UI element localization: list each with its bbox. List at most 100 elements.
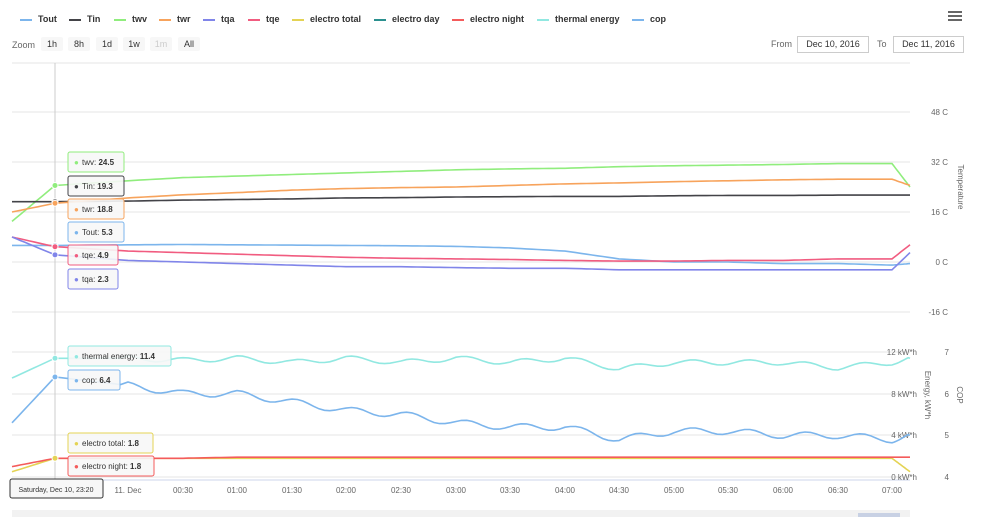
tooltip-box (67, 432, 154, 454)
tooltip-value: 24.5 (98, 158, 114, 167)
tooltip-value: 5.3 (102, 228, 114, 237)
tooltip-twr: ● twr: 18.8 (67, 198, 125, 220)
tooltip-tqe: ● tqe: 4.9 (67, 244, 119, 266)
chart-legend: Tout Tin twv twr tqa tqe electro total electro … (0, 0, 940, 38)
tooltip-value: 1.8 (130, 462, 142, 471)
legend-item-cop[interactable]: cop (632, 14, 666, 24)
series-line-Tout (12, 243, 911, 266)
legend-label: Tout (38, 14, 57, 24)
tooltip-thermal-energy: ● thermal energy: 11.4 (67, 345, 172, 367)
tooltip-bullet: ● (74, 439, 79, 448)
zoom-button-1d[interactable]: 1d (96, 37, 118, 51)
legend-swatch (114, 18, 126, 21)
tooltip-Tout: ● Tout: 5.3 (67, 221, 125, 243)
tooltip-label: electro night: 1.8 (82, 462, 142, 471)
to-date-input[interactable]: Dec 11, 2016 (893, 36, 964, 53)
tooltip-label: twr: 18.8 (82, 205, 113, 214)
tooltip-label: Tout: 5.3 (82, 228, 113, 237)
legend-item-Tout[interactable]: Tout (20, 14, 57, 24)
legend-item-twr[interactable]: twr (159, 14, 191, 24)
legend-item-thermal-energy[interactable]: thermal energy (537, 14, 620, 24)
series-line-thermal-energy (11, 354, 911, 379)
x-tick-label: 04:00 (555, 486, 576, 495)
tooltip-box (67, 198, 125, 220)
crosshair-marker-tqe (51, 243, 59, 251)
legend-swatch (159, 18, 171, 21)
tooltip-value: 18.8 (97, 205, 113, 214)
to-label: To (877, 39, 887, 49)
legend-item-electro-total[interactable]: electro total (292, 14, 361, 24)
crosshair-marker-twv (51, 181, 59, 189)
legend-label: electro total (310, 14, 362, 24)
tooltip-bullet: ● (74, 205, 79, 214)
tooltip-label: electro total: 1.8 (82, 439, 139, 448)
tooltip-Tin: ● Tin: 19.3 (67, 175, 125, 197)
legend-item-tqa[interactable]: tqa (203, 14, 235, 24)
zoom-label: Zoom (12, 40, 36, 50)
zoom-button-8h[interactable]: 8h (68, 37, 90, 51)
y2-axis-title: COP (955, 386, 964, 403)
zoom-button-1m[interactable]: 1m (150, 37, 172, 51)
tooltip-value: 4.9 (98, 251, 110, 260)
x-tick-label: 05:30 (718, 486, 739, 495)
tooltip-bullet: ● (74, 251, 79, 260)
hamburger-menu-icon[interactable] (948, 11, 962, 23)
legend-swatch (248, 18, 260, 21)
legend-item-electro-day[interactable]: electro day (374, 14, 440, 24)
tooltip-bullet: ● (74, 376, 79, 385)
legend-label: Tin (87, 14, 101, 24)
tooltip-label: thermal energy: 11.4 (82, 352, 155, 361)
x-tick-label: 02:00 (336, 486, 357, 495)
x-tick-label: 06:30 (828, 486, 849, 495)
y-tick-label: 0 C (936, 258, 949, 267)
tooltip-value: 6.4 (99, 376, 111, 385)
legend-item-tqe[interactable]: tqe (248, 14, 280, 24)
tooltip-box (67, 151, 125, 173)
x-tick-label: 01:00 (227, 486, 248, 495)
y2-tick-label: 4 (945, 473, 950, 482)
tooltip-cop: ● cop: 6.4 (67, 369, 121, 391)
tooltip-bullet: ● (74, 352, 79, 361)
legend-swatch (292, 18, 304, 21)
series-line-twr (11, 178, 911, 213)
x-tick-label: 03:30 (500, 486, 521, 495)
legend-item-electro-night[interactable]: electro night (452, 14, 524, 24)
legend-label: cop (650, 14, 667, 24)
x-tick-label: 03:00 (446, 486, 467, 495)
y-tick-label: 48 C (931, 108, 948, 117)
legend-item-Tin[interactable]: Tin (69, 14, 100, 24)
series-line-Tin (12, 194, 910, 203)
zoom-button-1w[interactable]: 1w (123, 37, 145, 51)
tooltip-box (67, 268, 119, 290)
tooltip-label: tqe: 4.9 (82, 251, 109, 260)
tooltip-box (67, 345, 172, 367)
tooltip-label: twv: 24.5 (82, 158, 115, 167)
y-axis-title: Energy, kW*h (923, 371, 932, 419)
tooltip-box (67, 175, 125, 197)
y-tick-label: 16 C (931, 208, 948, 217)
navigator-handle (858, 513, 900, 517)
zoom-button-All[interactable]: All (178, 37, 200, 51)
y-tick-label: 0 kW*h (891, 473, 917, 482)
crosshair-marker-tqa (51, 251, 59, 259)
tooltip-box (67, 244, 119, 266)
crosshair-marker-thermal-energy (51, 354, 59, 362)
legend-swatch (632, 18, 644, 21)
x-tick-label: 04:30 (609, 486, 630, 495)
x-tick-label: 06:00 (773, 486, 794, 495)
tooltip-bullet: ● (74, 462, 79, 471)
zoom-button-1h[interactable]: 1h (41, 37, 63, 51)
series-line-tqa (11, 236, 911, 271)
legend-label: thermal energy (555, 14, 620, 24)
legend-item-twv[interactable]: twv (114, 14, 147, 24)
from-label: From (771, 39, 792, 49)
series-line-twv (11, 162, 911, 223)
tooltip-electro-total: ● electro total: 1.8 (67, 432, 154, 454)
navigator (12, 510, 910, 517)
legend-swatch (452, 18, 464, 21)
from-date-input[interactable]: Dec 10, 2016 (797, 36, 869, 53)
tooltip-box (67, 369, 121, 391)
crosshair-date-box (9, 478, 104, 499)
legend-swatch (20, 18, 32, 21)
